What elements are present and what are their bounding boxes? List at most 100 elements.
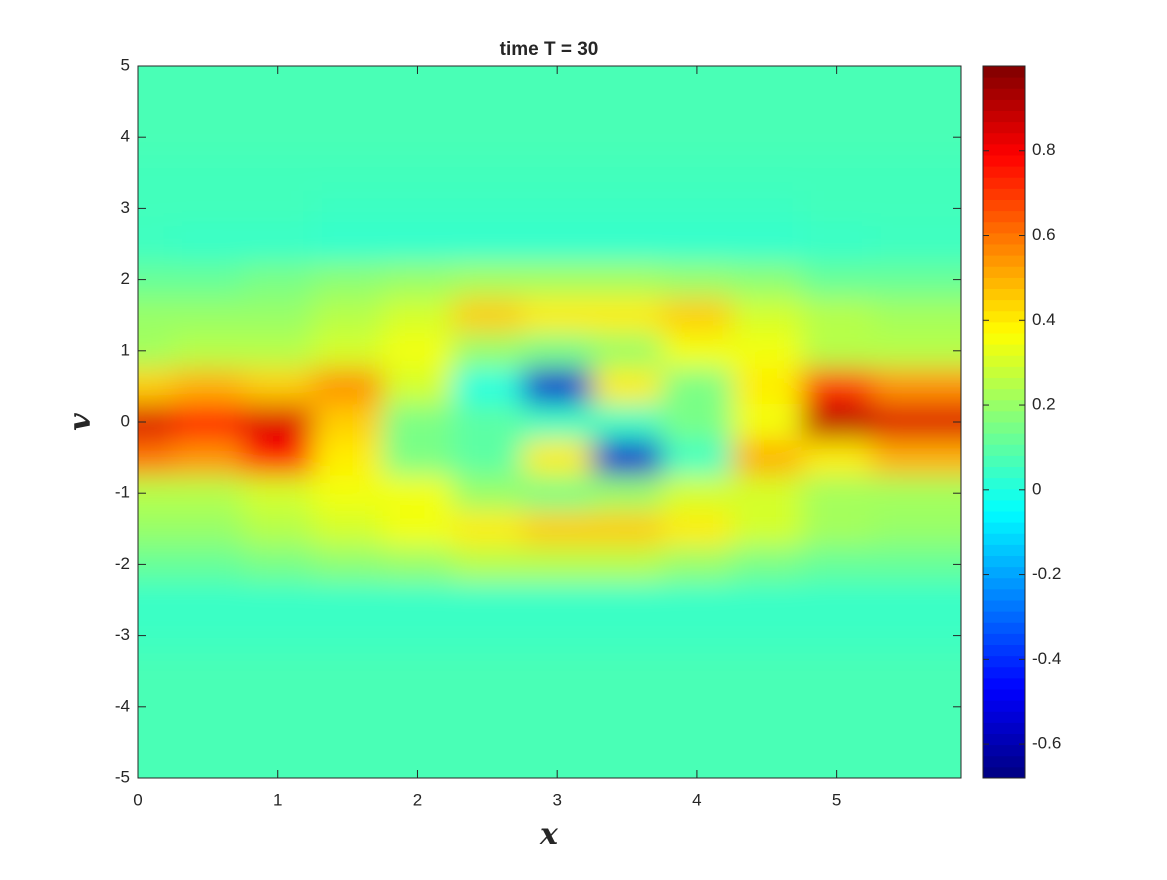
cell	[382, 617, 453, 654]
y-tick-label: -1	[115, 483, 130, 502]
y-tick-label: -3	[115, 625, 130, 644]
cell	[312, 617, 384, 654]
cell	[661, 226, 733, 263]
colorbar-swatch	[983, 110, 1025, 123]
cell	[172, 119, 244, 156]
cell	[312, 368, 384, 405]
colorbar-swatch	[983, 499, 1025, 512]
cell	[661, 653, 733, 690]
cell	[382, 760, 453, 778]
cell	[452, 226, 523, 263]
cell	[801, 511, 873, 548]
cell	[172, 760, 244, 778]
plot-area	[138, 66, 961, 778]
cell	[871, 226, 961, 263]
cell	[592, 155, 663, 192]
colorbar-swatch	[983, 544, 1025, 556]
cell	[592, 119, 663, 156]
cell	[661, 261, 733, 298]
cell	[661, 546, 733, 583]
cell	[382, 439, 453, 476]
cell	[138, 511, 174, 548]
cell	[871, 511, 961, 548]
cell	[801, 724, 873, 761]
cell	[172, 653, 244, 690]
cell	[661, 66, 733, 85]
colorbar-swatch	[983, 666, 1025, 679]
cell	[871, 119, 961, 156]
colorbar-swatch	[983, 255, 1025, 267]
colorbar-tick-label: 0.6	[1032, 225, 1056, 244]
cell	[242, 582, 314, 619]
cell	[871, 66, 961, 85]
colorbar-swatch	[983, 88, 1025, 100]
colorbar-tick-label: -0.6	[1032, 734, 1061, 753]
colorbar-swatch	[983, 644, 1025, 657]
colorbar-swatch	[983, 466, 1025, 479]
cell	[522, 689, 593, 726]
cell	[242, 261, 314, 298]
cell	[312, 404, 384, 441]
cell	[172, 155, 244, 192]
cell	[592, 724, 663, 761]
cell	[801, 83, 873, 120]
cell	[452, 582, 523, 619]
cell	[312, 724, 384, 761]
colorbar-swatch	[983, 711, 1025, 723]
cell	[731, 582, 803, 619]
cell	[172, 582, 244, 619]
cell	[382, 689, 453, 726]
cell	[661, 689, 733, 726]
cell	[242, 119, 314, 156]
cell	[242, 439, 314, 476]
colorbar-swatch	[983, 244, 1025, 256]
cell	[172, 617, 244, 654]
cell	[242, 297, 314, 334]
cell	[172, 226, 244, 263]
cell	[731, 368, 803, 405]
cell	[661, 297, 733, 334]
colorbar-swatch	[983, 355, 1025, 367]
cell	[731, 119, 803, 156]
cell	[592, 439, 663, 476]
cell	[452, 155, 523, 192]
cell	[592, 475, 663, 512]
cell	[138, 261, 174, 298]
cell	[138, 226, 174, 263]
cell	[801, 617, 873, 654]
cell	[382, 404, 453, 441]
colorbar-swatch	[983, 388, 1025, 401]
cell	[452, 439, 523, 476]
cell	[382, 297, 453, 334]
cell	[801, 653, 873, 690]
cell	[138, 297, 174, 334]
colorbar-swatch	[983, 155, 1025, 167]
colorbar-swatch	[983, 522, 1025, 534]
colorbar-swatch	[983, 333, 1025, 345]
cell	[522, 582, 593, 619]
cell	[731, 546, 803, 583]
cell	[312, 546, 384, 583]
cell	[661, 333, 733, 370]
cell	[522, 439, 593, 476]
cell	[661, 119, 733, 156]
cell	[731, 404, 803, 441]
cell	[172, 66, 244, 85]
cell	[731, 333, 803, 370]
colorbar-swatch	[983, 310, 1025, 323]
colorbar-swatch	[983, 689, 1025, 701]
colorbar-swatch	[983, 266, 1025, 278]
cell	[242, 511, 314, 548]
cell	[452, 190, 523, 227]
cell	[871, 760, 961, 778]
colorbar-swatch	[983, 433, 1025, 445]
cell	[871, 475, 961, 512]
colorbar-swatch	[983, 611, 1025, 623]
colorbar-swatch	[983, 577, 1025, 590]
colorbar-tick-label: 0.8	[1032, 140, 1056, 159]
cell	[871, 653, 961, 690]
cell	[172, 546, 244, 583]
cell	[312, 155, 384, 192]
cell	[801, 689, 873, 726]
x-axis-label: x	[539, 817, 559, 852]
